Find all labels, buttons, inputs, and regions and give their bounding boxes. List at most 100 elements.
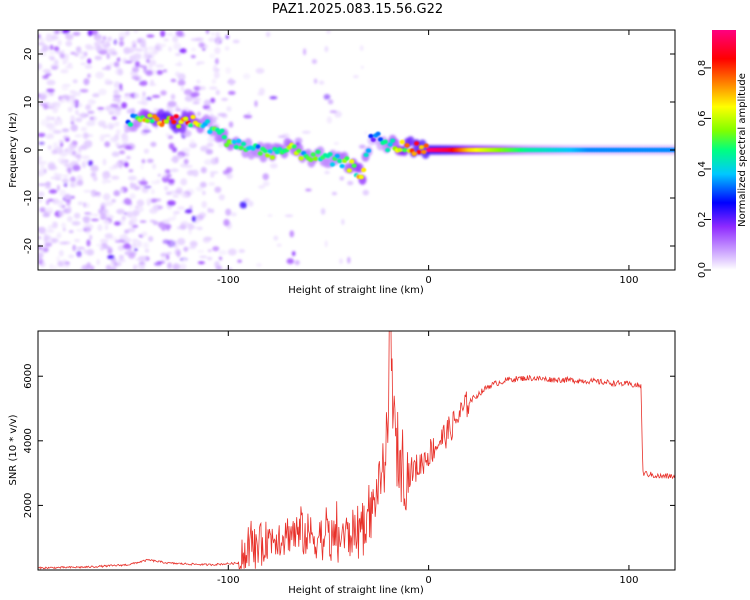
noise-blob xyxy=(122,243,132,250)
ridge-core-cell xyxy=(349,159,355,164)
snr-x-axis-label: Height of straight line (km) xyxy=(288,585,424,596)
noise-blob xyxy=(132,264,140,268)
noise-blob xyxy=(152,163,157,170)
noise-blob xyxy=(53,130,62,134)
noise-blob xyxy=(96,259,100,266)
noise-blob xyxy=(133,183,137,188)
noise-blob xyxy=(202,237,211,244)
noise-blob xyxy=(205,30,210,34)
noise-blob xyxy=(54,173,63,178)
noise-blob xyxy=(83,189,91,193)
y-tick-label: 10 xyxy=(23,96,34,109)
noise-blob xyxy=(156,70,163,75)
noise-blob xyxy=(214,261,220,268)
noise-blob xyxy=(54,104,61,109)
noise-blob xyxy=(167,217,176,221)
noise-blob xyxy=(47,163,56,170)
noise-blob xyxy=(131,238,139,242)
noise-blob xyxy=(115,131,121,136)
noise-blob xyxy=(139,65,144,68)
ridge-core-cell xyxy=(377,137,384,142)
ridge-core-cell xyxy=(224,142,230,148)
ridge-core-cell xyxy=(183,116,189,121)
noise-blob xyxy=(51,238,59,243)
noise-blob xyxy=(232,39,240,44)
noise-blob xyxy=(173,211,177,219)
noise-blob xyxy=(339,258,343,265)
noise-blob xyxy=(117,68,124,76)
noise-blob xyxy=(145,96,152,101)
noise-blob xyxy=(38,42,46,46)
noise-blob xyxy=(267,214,273,217)
noise-blob xyxy=(38,250,43,254)
ridge-core-cell xyxy=(390,138,396,143)
y-tick-label: 2000 xyxy=(23,493,34,518)
noise-blob xyxy=(80,62,87,66)
noise-blob xyxy=(286,258,294,265)
colorbar-tick-label: 0.0 xyxy=(697,262,708,278)
noise-blob xyxy=(104,78,111,83)
ridge-core-cell xyxy=(236,138,242,144)
noise-blob xyxy=(156,179,161,184)
noise-blob xyxy=(142,65,148,70)
noise-blob xyxy=(227,248,237,256)
ridge-core-cell xyxy=(219,128,225,133)
noise-blob xyxy=(65,40,73,47)
snr-panel: -100 0 100 2000 4000 6000 Height of straight … xyxy=(8,330,676,596)
noise-blob xyxy=(38,141,45,145)
noise-blob xyxy=(43,235,50,240)
noise-blob xyxy=(59,189,67,197)
noise-blob xyxy=(160,252,168,257)
noise-blob xyxy=(111,123,120,127)
ridge-core-cell xyxy=(402,147,408,153)
noise-blob xyxy=(48,51,56,55)
noise-blob xyxy=(258,185,265,189)
noise-blob xyxy=(38,132,46,138)
noise-blob xyxy=(62,227,66,232)
ridge-core-cell xyxy=(265,153,271,158)
noise-blob xyxy=(269,163,278,169)
ridge-core-cell xyxy=(363,152,369,158)
noise-blob xyxy=(162,239,170,244)
noise-blob xyxy=(206,107,213,112)
ridge-core-cell xyxy=(308,157,314,162)
noise-blob xyxy=(305,188,312,192)
noise-blob xyxy=(142,91,146,97)
ridge-core-cell xyxy=(351,163,357,168)
noise-blob xyxy=(76,246,85,250)
noise-blob xyxy=(148,83,157,86)
noise-blob xyxy=(72,164,81,172)
noise-blob xyxy=(83,140,93,149)
noise-blob xyxy=(174,189,183,195)
noise-blob xyxy=(145,69,153,76)
noise-blob xyxy=(192,169,199,177)
noise-blob xyxy=(39,37,45,43)
noise-blob xyxy=(63,182,68,188)
noise-blob xyxy=(38,169,45,177)
noise-blob xyxy=(237,259,242,263)
noise-blob xyxy=(74,238,80,243)
noise-blob xyxy=(324,170,330,175)
noise-blob xyxy=(63,53,70,58)
noise-blob xyxy=(262,173,269,181)
noise-blob xyxy=(40,161,47,165)
noise-blob xyxy=(172,35,179,43)
noise-blob xyxy=(113,81,121,89)
noise-blob xyxy=(53,46,60,52)
noise-blob xyxy=(123,198,132,205)
noise-blob xyxy=(167,200,176,207)
noise-blob xyxy=(119,83,123,90)
noise-blob xyxy=(160,225,167,231)
noise-blob xyxy=(215,89,220,96)
noise-blob xyxy=(94,55,103,61)
ridge-core-cell xyxy=(361,167,367,173)
noise-blob xyxy=(65,66,74,69)
noise-blob xyxy=(132,224,139,228)
noise-blob xyxy=(85,202,90,208)
noise-blob xyxy=(76,250,82,258)
noise-blob xyxy=(87,30,93,37)
noise-blob xyxy=(90,189,97,197)
noise-blob xyxy=(84,114,89,117)
noise-blob xyxy=(215,31,220,38)
noise-blob xyxy=(45,207,54,214)
